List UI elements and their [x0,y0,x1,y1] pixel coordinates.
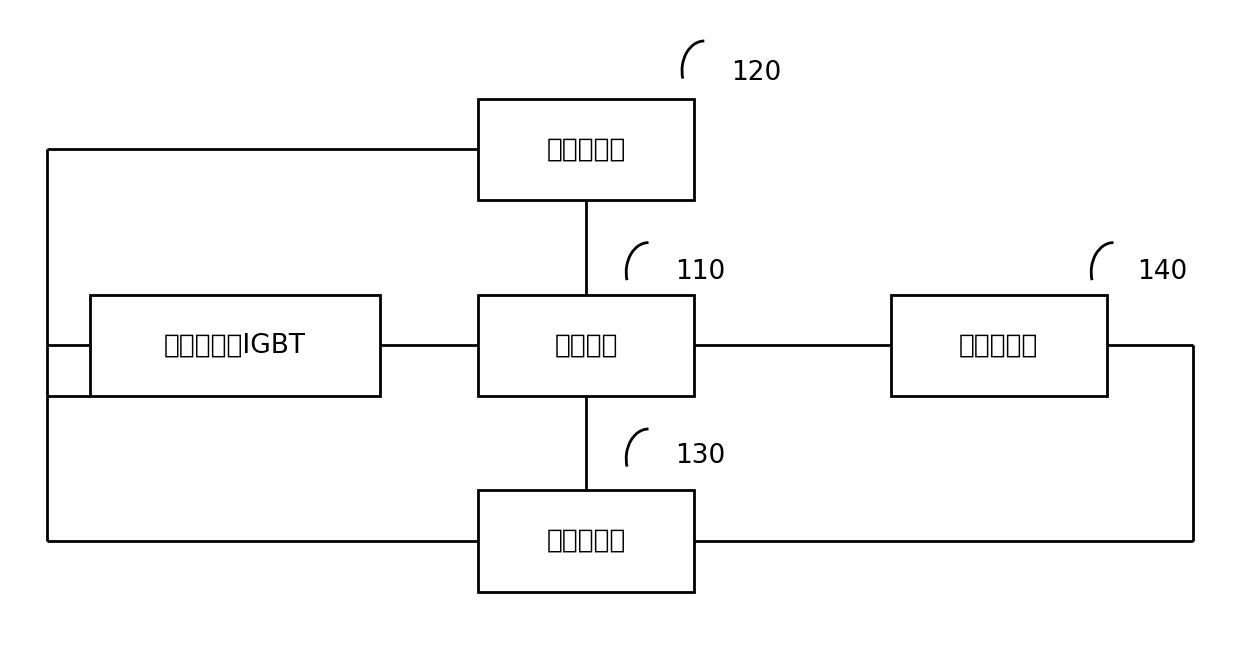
Text: 控制电路: 控制电路 [554,332,618,358]
Text: 栅极电压源: 栅极电压源 [547,136,626,163]
FancyBboxPatch shape [479,490,694,592]
Text: 测试电流源: 测试电流源 [547,528,626,554]
Text: 加热电流源: 加热电流源 [959,332,1038,358]
FancyBboxPatch shape [479,98,694,200]
Text: 110: 110 [676,258,725,285]
FancyBboxPatch shape [892,295,1106,396]
Text: 140: 140 [1137,258,1188,285]
Text: 120: 120 [730,59,781,86]
Text: 待测逆导型IGBT: 待测逆导型IGBT [164,332,306,358]
FancyBboxPatch shape [479,295,694,396]
Text: 130: 130 [676,443,725,469]
FancyBboxPatch shape [91,295,379,396]
